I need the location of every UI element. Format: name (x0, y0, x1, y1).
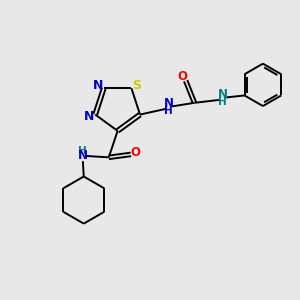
Text: N: N (93, 80, 104, 92)
Text: H: H (218, 97, 227, 107)
Text: O: O (178, 70, 188, 83)
Text: S: S (132, 79, 141, 92)
Text: N: N (83, 110, 94, 123)
Text: O: O (130, 146, 141, 159)
Text: N: N (218, 88, 227, 101)
Text: N: N (78, 149, 88, 162)
Text: H: H (79, 146, 87, 156)
Text: H: H (164, 106, 173, 116)
Text: N: N (164, 97, 174, 110)
